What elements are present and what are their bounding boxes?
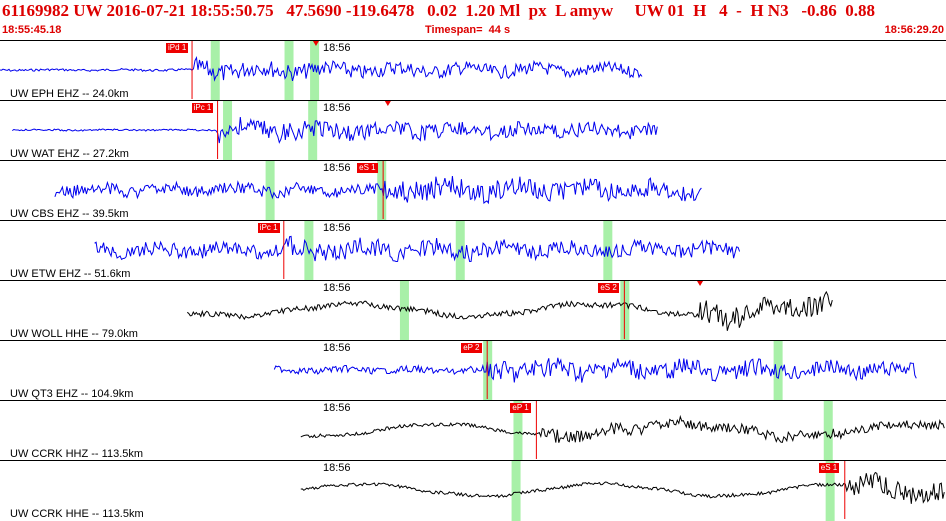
waveform-trace	[300, 471, 945, 504]
trace-panel[interactable]: eS 1 18:56 UW CBS EHZ -- 39.5km	[0, 160, 946, 221]
time-mark: 18:56	[323, 162, 351, 174]
time-mark: 18:56	[323, 42, 351, 54]
waveform-trace	[54, 175, 702, 205]
trace-panel[interactable]: eP 1 18:56 UW CCRK HHZ -- 113.5km	[0, 400, 946, 461]
trace-panel[interactable]: eS 1 18:56 UW CCRK HHE -- 113.5km	[0, 460, 946, 521]
time-mark: 18:56	[323, 462, 351, 474]
phase-pick-label[interactable]: eP 1	[510, 403, 531, 413]
phase-pick-label[interactable]: eS 2	[598, 283, 619, 293]
event-header: 61169982 UW 2016-07-21 18:55:50.75 47.56…	[0, 0, 946, 40]
phase-pick-label[interactable]: eS 1	[818, 463, 840, 473]
phase-pick-label[interactable]: eS 1	[357, 163, 378, 173]
time-mark: 18:56	[323, 222, 351, 234]
waveform-trace	[94, 235, 741, 263]
trace-panel[interactable]: iPd 1 18:56 UW EPH EHZ -- 24.0km	[0, 40, 946, 101]
analysis-window	[773, 341, 783, 401]
channel-label: UW QT3 EHZ -- 104.9km	[10, 388, 134, 400]
timespan: Timespan= 44 s	[425, 24, 511, 36]
analysis-window	[513, 401, 523, 461]
trace-panel[interactable]: eP 2 18:56 UW QT3 EHZ -- 104.9km	[0, 340, 946, 401]
end-time: 18:56:29.20	[884, 24, 944, 36]
waveform-trace	[12, 117, 658, 144]
phase-pick-label[interactable]: eP 2	[461, 343, 482, 353]
analysis-window	[511, 461, 521, 521]
channel-label: UW CBS EHZ -- 39.5km	[10, 208, 129, 220]
phase-pick-label[interactable]: iPc 1	[257, 223, 280, 233]
analysis-window	[825, 461, 835, 521]
trace-plot	[54, 161, 702, 221]
waveform-trace	[186, 290, 833, 331]
trace-plot	[12, 101, 658, 161]
analysis-window	[210, 41, 220, 101]
trace-plot	[94, 221, 741, 281]
analysis-window	[304, 221, 314, 281]
seismogram-panels: iPd 1 18:56 UW EPH EHZ -- 24.0km iPc 1 18:56…	[0, 40, 946, 521]
trace-plot	[0, 41, 643, 101]
analysis-window	[284, 41, 294, 101]
channel-label: UW EPH EHZ -- 24.0km	[10, 88, 129, 100]
time-mark: 18:56	[323, 342, 351, 354]
analysis-window	[823, 401, 833, 461]
phase-pick-label[interactable]: iPd 1	[166, 43, 189, 53]
channel-label: UW CCRK HHE -- 113.5km	[10, 508, 144, 520]
amplitude-marker	[384, 101, 391, 106]
channel-label: UW WAT EHZ -- 27.2km	[10, 148, 129, 160]
waveform-trace	[0, 56, 643, 82]
analysis-window	[377, 161, 387, 221]
amplitude-marker	[312, 41, 319, 46]
waveform-trace	[273, 357, 917, 383]
trace-plot	[273, 341, 917, 401]
analysis-window	[310, 41, 320, 101]
trace-panel[interactable]: iPc 1 18:56 UW ETW EHZ -- 51.6km	[0, 220, 946, 281]
amplitude-marker	[697, 281, 704, 286]
time-mark: 18:56	[323, 282, 351, 294]
start-time: 18:55:45.18	[2, 24, 62, 36]
trace-plot	[300, 461, 945, 521]
trace-plot	[300, 401, 945, 461]
channel-label: UW CCRK HHZ -- 113.5km	[10, 448, 144, 460]
waveform-trace	[300, 414, 945, 443]
time-mark: 18:56	[323, 402, 351, 414]
analysis-window	[603, 221, 613, 281]
channel-label: UW ETW EHZ -- 51.6km	[10, 268, 131, 280]
trace-panel[interactable]: iPc 1 18:56 UW WAT EHZ -- 27.2km	[0, 100, 946, 161]
analysis-window	[399, 281, 409, 341]
time-mark: 18:56	[323, 102, 351, 114]
trace-panel[interactable]: eS 2 18:56 UW WOLL HHE -- 79.0km	[0, 280, 946, 341]
event-summary: 61169982 UW 2016-07-21 18:55:50.75 47.56…	[2, 1, 875, 20]
trace-plot	[186, 281, 833, 341]
phase-pick-label[interactable]: iPc 1	[191, 103, 214, 113]
analysis-window	[223, 101, 233, 161]
channel-label: UW WOLL HHE -- 79.0km	[10, 328, 138, 340]
